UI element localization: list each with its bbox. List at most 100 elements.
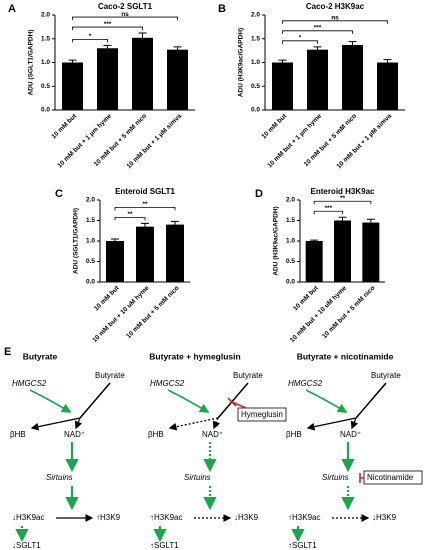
error-bar xyxy=(141,222,149,230)
panel-label: B xyxy=(218,3,226,15)
error-bar xyxy=(348,41,357,49)
y-tick-label: 0.0 xyxy=(41,107,50,114)
y-tick-label: 0.5 xyxy=(251,83,260,90)
significance-label: ** xyxy=(142,201,148,208)
bar xyxy=(132,37,153,110)
y-tick-label: 1.0 xyxy=(251,59,260,66)
x-tick-label: 10 mM but xyxy=(93,284,121,312)
node-label: ↑H3K9ac xyxy=(288,513,320,522)
significance-bracket xyxy=(114,206,176,211)
pathway: HMGCS2 Butyrate βHB NAD⁺ Sirtuins ↑H3K9ac ↓H3K… xyxy=(148,371,287,550)
bar xyxy=(167,49,188,110)
error-bar xyxy=(310,239,319,242)
y-axis-label: ADU (H3K9ac/GAPDH) xyxy=(273,206,280,275)
arrow xyxy=(168,417,219,431)
chart-title: Caco-2 SGLT1 xyxy=(98,2,153,11)
y-tick-label: 0.0 xyxy=(86,279,95,286)
y-axis-label: ADU (SGLT1/GAPDH) xyxy=(73,208,80,274)
chart-title: Caco-2 H3K9ac xyxy=(306,2,365,11)
substrate-line xyxy=(217,382,249,419)
y-tick-label: 1.5 xyxy=(41,35,50,42)
bar xyxy=(342,44,363,110)
bar xyxy=(97,48,118,110)
y-tick-label: 1.5 xyxy=(286,217,295,224)
node-label: NAD⁺ xyxy=(64,430,85,439)
x-tick-label: 10 mM but xyxy=(292,284,320,312)
y-tick-label: 2.0 xyxy=(286,197,295,204)
arrow xyxy=(29,389,72,413)
arrow xyxy=(305,389,348,413)
node-label: HMGCS2 xyxy=(288,379,323,388)
significance-label: ** xyxy=(340,195,346,202)
error-bar xyxy=(278,59,287,65)
error-bar xyxy=(111,238,119,244)
inhibition xyxy=(227,397,247,409)
bar xyxy=(305,241,323,282)
bar xyxy=(377,62,398,110)
chart-title: Enteroid H3K9ac xyxy=(310,187,375,196)
substrate-line xyxy=(79,382,111,419)
significance-label: ns xyxy=(331,15,339,22)
y-tick-label: 1.5 xyxy=(251,35,260,42)
y-tick-label: 0.5 xyxy=(86,258,95,265)
node-label: ↑H3K9ac xyxy=(150,513,182,522)
column-title: Butyrate + hymeglusin xyxy=(149,351,240,361)
bar xyxy=(362,222,380,282)
arrow xyxy=(30,417,81,431)
node-label: NAD⁺ xyxy=(340,430,361,439)
significance-bracket xyxy=(282,40,318,44)
node-label: ↓H3K9 xyxy=(234,513,259,522)
node-label: ↓SGLT1 xyxy=(12,541,41,550)
bar xyxy=(272,62,293,110)
significance-bracket xyxy=(313,210,343,215)
node-label: ↑SGLT1 xyxy=(150,541,179,550)
inhibition xyxy=(359,473,364,483)
column-title: Butyrate + nicotinamide xyxy=(297,351,394,361)
node-label: HMGCS2 xyxy=(12,379,47,388)
bar xyxy=(307,49,328,110)
y-tick-label: 0.5 xyxy=(286,258,295,265)
y-tick-label: 2.0 xyxy=(41,12,50,19)
node-label: Butyrate xyxy=(233,371,263,380)
y-axis-label: ADU (SGLT1/GAPDH) xyxy=(28,30,35,96)
inhibitor-label: Nicotinamide xyxy=(367,473,414,482)
significance-bracket xyxy=(114,216,146,221)
arrow xyxy=(74,417,83,430)
node-label: βHB xyxy=(148,430,164,439)
y-tick-label: 2.0 xyxy=(251,12,260,19)
pathway: HMGCS2 Butyrate βHB NAD⁺ Sirtuins ↑H3K9ac ↓H3K… xyxy=(286,371,423,550)
column-title: Butyrate xyxy=(23,351,58,361)
error-bar xyxy=(103,44,112,52)
node-label: ↑H3K9 xyxy=(96,513,121,522)
arrow xyxy=(306,417,357,431)
y-tick-label: 2.0 xyxy=(86,197,95,204)
arrow xyxy=(167,389,210,413)
node-label: Sirtuins xyxy=(184,473,211,482)
node-label: Sirtuins xyxy=(46,473,73,482)
error-bar xyxy=(338,216,347,224)
inhibitor-box xyxy=(237,407,287,422)
x-tick-label: 10 mM but + 10 uM hyme xyxy=(289,284,348,343)
x-tick-label: 10 mM but + 5 mM nico xyxy=(125,285,180,340)
significance-label: * xyxy=(89,33,92,40)
y-axis-label: ADU (H3K9ac/GAPDH) xyxy=(238,28,245,97)
x-tick-label: 10 mM but xyxy=(50,112,78,140)
bar xyxy=(166,224,184,282)
inhibitor-label: Hymeglusin xyxy=(241,410,283,419)
significance-bracket xyxy=(72,39,108,43)
error-bar xyxy=(68,59,77,65)
arrow xyxy=(350,417,359,430)
significance-label: *** xyxy=(325,205,333,212)
y-tick-label: 1.0 xyxy=(86,238,95,245)
substrate-line xyxy=(355,382,387,419)
pathway: HMGCS2 Butyrate βHB NAD⁺ Sirtuins ↓H3K9ac ↑H3K… xyxy=(10,371,125,550)
chart-title: Enteroid SGLT1 xyxy=(115,187,175,196)
significance-label: *** xyxy=(104,21,112,28)
y-tick-label: 1.0 xyxy=(286,238,295,245)
y-tick-label: 0.0 xyxy=(251,107,260,114)
panel-label: C xyxy=(55,188,63,200)
node-label: βHB xyxy=(10,430,26,439)
node-label: ↑SGLT1 xyxy=(288,541,317,550)
node-label: Sirtuins xyxy=(322,473,349,482)
